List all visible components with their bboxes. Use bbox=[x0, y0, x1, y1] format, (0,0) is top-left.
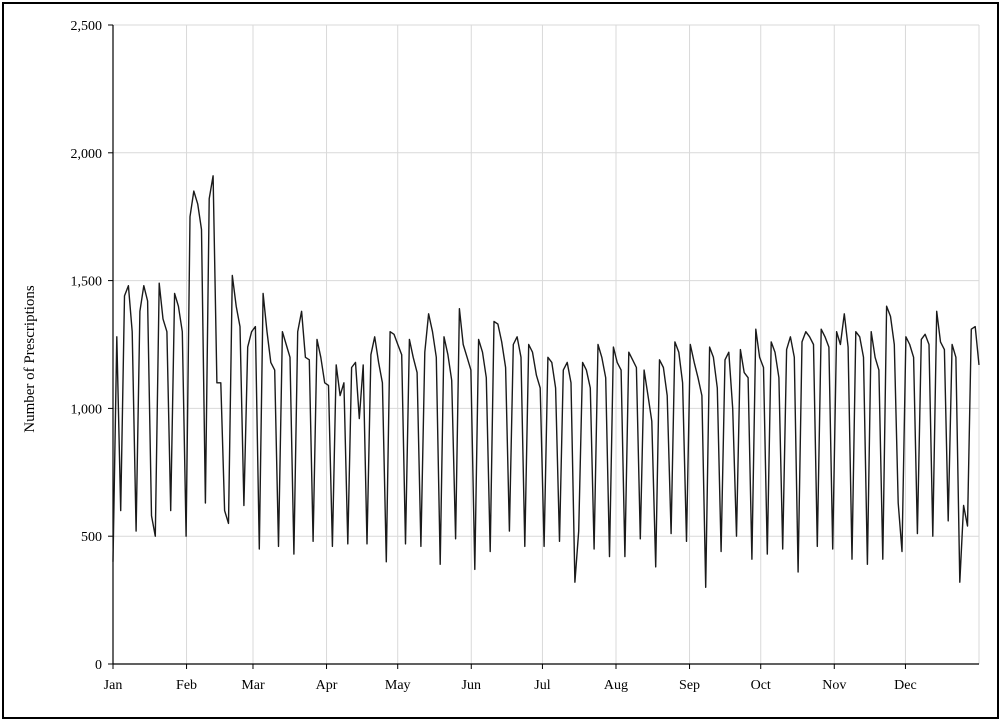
x-tick-label: Oct bbox=[751, 678, 771, 693]
x-tick-label: Jul bbox=[534, 678, 550, 693]
y-axis-label: Number of Prescriptions bbox=[22, 285, 38, 433]
x-tick-label: Mar bbox=[241, 678, 265, 693]
x-tick-label: Aug bbox=[604, 678, 628, 693]
gridlines bbox=[113, 24, 980, 664]
x-tick-label: Jun bbox=[462, 678, 481, 693]
tick-labels: 0 500 1,000 1,500 2,000 2,500 Jan Feb Mar Apr May J… bbox=[71, 19, 917, 693]
x-tick-label: Dec bbox=[894, 678, 917, 693]
x-tick-label: Jan bbox=[104, 678, 123, 693]
x-tick-label: Nov bbox=[822, 678, 846, 693]
y-tick-label: 2,000 bbox=[71, 147, 103, 162]
x-tick-label: Apr bbox=[316, 678, 338, 693]
x-tick-label: Sep bbox=[679, 678, 700, 693]
x-tick-label: Feb bbox=[176, 678, 197, 693]
prescriptions-line-chart: 0 500 1,000 1,500 2,000 2,500 Jan Feb Mar Apr May J… bbox=[22, 19, 980, 693]
y-tick-label: 2,500 bbox=[71, 19, 103, 34]
series-line bbox=[112, 175, 980, 588]
x-tick-label: May bbox=[385, 678, 411, 693]
y-tick-label: 500 bbox=[81, 530, 102, 545]
y-tick-label: 0 bbox=[95, 658, 102, 673]
y-tick-label: 1,500 bbox=[71, 275, 103, 290]
series-layer bbox=[112, 175, 980, 588]
y-tick-label: 1,000 bbox=[71, 402, 103, 417]
